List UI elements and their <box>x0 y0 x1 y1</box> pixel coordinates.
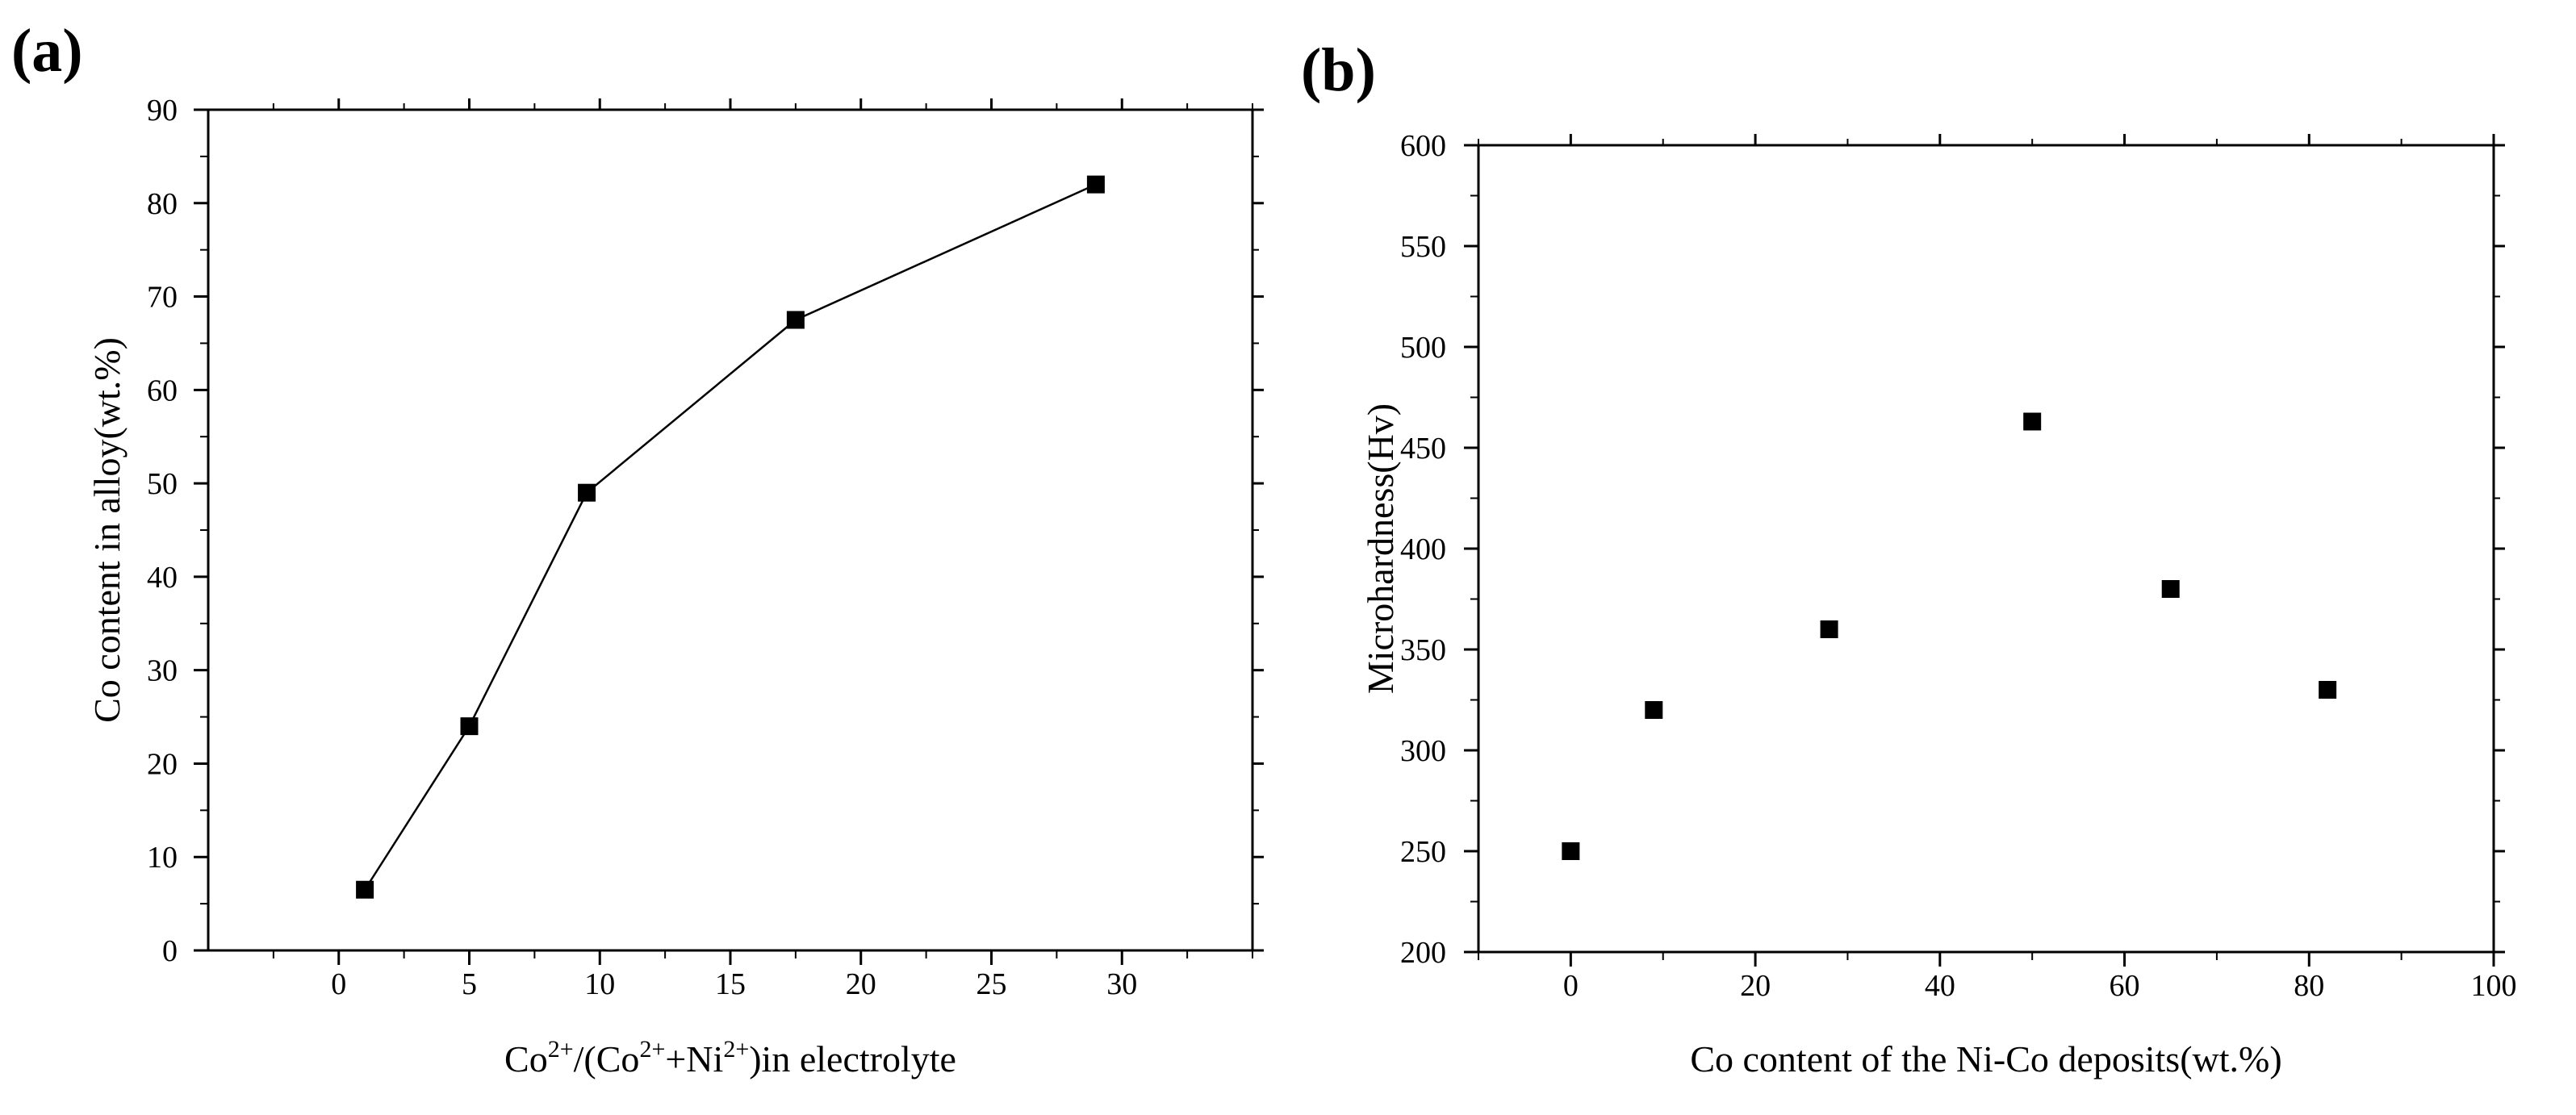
x-tick-label: 0 <box>1563 969 1579 1003</box>
y-tick-label: 90 <box>147 94 178 127</box>
data-point <box>2161 580 2180 598</box>
data-point <box>786 311 805 329</box>
x-axis-title: Co2+/(Co2++Ni2+)in electrolyte <box>504 1036 956 1080</box>
y-tick-label: 10 <box>147 841 178 875</box>
data-point <box>2023 412 2042 431</box>
x-tick-label: 80 <box>2294 969 2324 1003</box>
y-tick-label: 350 <box>1400 633 1446 667</box>
data-point <box>460 717 479 736</box>
panel-label: (a) <box>11 17 83 85</box>
x-tick-label: 20 <box>846 967 876 1001</box>
data-point <box>578 483 596 502</box>
y-tick-label: 0 <box>162 934 178 968</box>
chart-panel-a: (a) 0 5 10 15 20 25 30 0 10 20 30 40 50 60 70 80 90 Co2+/(… <box>11 17 1264 1080</box>
y-tick-label: 250 <box>1400 835 1446 869</box>
data-point <box>1820 620 1838 638</box>
x-tick-label: 60 <box>2110 969 2140 1003</box>
y-tick-label: 550 <box>1400 230 1446 264</box>
data-point <box>1562 842 1580 860</box>
x-tick-label: 5 <box>462 967 477 1001</box>
x-axis-title: Co content of the Ni-Co deposits(wt.%) <box>1690 1038 2281 1080</box>
chart-panel-b: (b) 0 20 40 60 80 100 200 250 300 350 400 450 500 550 6… <box>1301 36 2517 1080</box>
y-tick-label: 50 <box>147 467 178 501</box>
data-point <box>356 880 374 899</box>
x-tick-label: 40 <box>1925 969 1955 1003</box>
y-tick-label: 500 <box>1400 331 1446 365</box>
y-tick-label: 400 <box>1400 532 1446 566</box>
y-tick-label: 450 <box>1400 432 1446 466</box>
x-tick-label: 25 <box>976 967 1007 1001</box>
y-tick-label: 40 <box>147 561 178 595</box>
y-axis-title: Microhardness(Hv) <box>1360 403 1401 694</box>
x-tick-label: 30 <box>1106 967 1137 1001</box>
y-axis-title: Co content in alloy(wt.%) <box>86 337 128 723</box>
y-tick-label: 80 <box>147 187 178 221</box>
data-point <box>1086 175 1105 194</box>
y-tick-label: 600 <box>1400 129 1446 163</box>
y-tick-label: 20 <box>147 747 178 781</box>
x-tick-label: 10 <box>584 967 615 1001</box>
y-tick-label: 200 <box>1400 936 1446 970</box>
plot-frame <box>207 108 1254 952</box>
series-line <box>364 183 1097 891</box>
panel-label: (b) <box>1301 36 1376 104</box>
y-tick-label: 60 <box>147 374 178 407</box>
x-tick-label: 0 <box>331 967 346 1001</box>
data-point <box>2319 681 2337 699</box>
x-tick-label: 100 <box>2471 969 2517 1003</box>
y-tick-label: 70 <box>147 281 178 315</box>
y-tick-label: 30 <box>147 654 178 688</box>
y-tick-label: 300 <box>1400 734 1446 768</box>
plot-frame <box>1477 144 2495 954</box>
x-tick-label: 15 <box>715 967 746 1001</box>
data-point <box>1645 701 1663 719</box>
x-tick-label: 20 <box>1740 969 1771 1003</box>
